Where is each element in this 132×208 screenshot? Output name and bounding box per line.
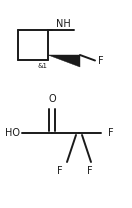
Text: O: O (48, 94, 56, 104)
Text: &1: &1 (38, 63, 48, 69)
Text: F: F (87, 166, 93, 176)
Text: NH: NH (56, 19, 70, 29)
Text: F: F (57, 166, 63, 176)
Text: F: F (108, 128, 114, 138)
Polygon shape (48, 55, 80, 67)
Text: F: F (98, 56, 104, 66)
Text: HO: HO (5, 128, 20, 138)
